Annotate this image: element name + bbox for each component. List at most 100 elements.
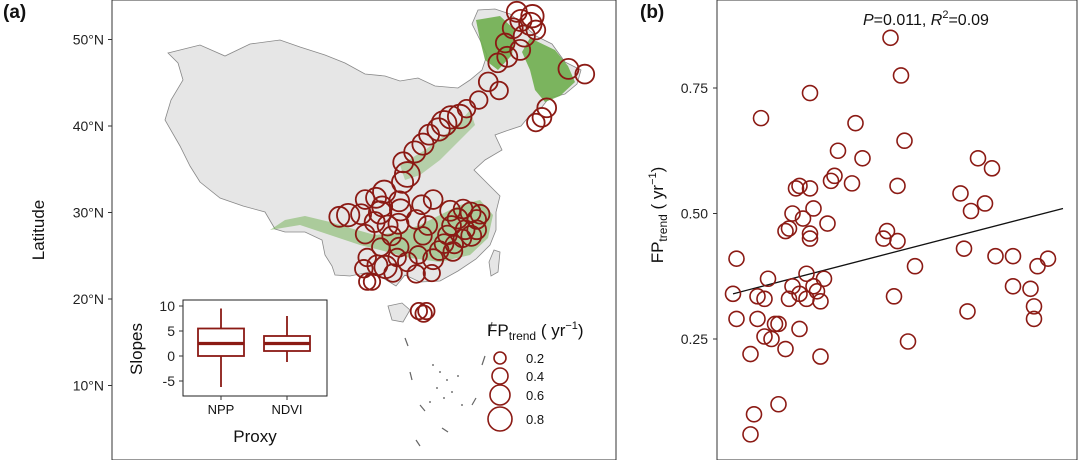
map-site-marker <box>454 219 476 241</box>
map-site-marker <box>413 226 433 246</box>
map-site-marker <box>494 32 516 54</box>
map-site-marker <box>411 132 435 156</box>
size-legend-marker <box>491 367 509 385</box>
map-site-marker <box>466 219 487 241</box>
map-site-marker <box>354 223 376 245</box>
size-legend-label: 0.8 <box>526 412 544 427</box>
map-site-marker <box>417 215 439 236</box>
scatter-point <box>780 290 798 308</box>
map-site-marker <box>509 38 532 61</box>
map-site-marker <box>536 97 558 119</box>
regression-line <box>732 207 1064 295</box>
scatter-point <box>906 257 924 275</box>
scatter-point <box>885 288 903 305</box>
size-legend-marker <box>489 384 511 406</box>
scatter-point <box>742 345 759 363</box>
scatter-point <box>724 285 742 303</box>
map-site-marker <box>489 80 509 101</box>
map-site-marker <box>525 19 547 41</box>
scatter-point <box>829 142 847 160</box>
map-site-marker <box>496 45 519 68</box>
scatter-point <box>749 310 766 328</box>
inset-y-axis-label: Slopes <box>127 323 146 375</box>
scatter-point <box>745 405 763 423</box>
scatter-point <box>1004 247 1022 265</box>
china-map-outline <box>164 8 582 287</box>
scatter-point <box>749 288 766 305</box>
scatter-point <box>854 149 871 167</box>
size-legend-marker <box>487 406 513 432</box>
scatter-point <box>878 222 896 240</box>
size-legend: FPtrend ( yr−1) 0.2 0.4 0.6 0.8 <box>487 320 584 432</box>
scatter-points <box>724 29 1057 443</box>
box-ndvi: NDVI <box>263 316 311 417</box>
latitude-ticks: 50°N 40°N 30°N 20°N 10°N <box>73 32 112 394</box>
scatter-point <box>1029 257 1046 275</box>
scatter-point <box>770 395 787 413</box>
map-site-marker <box>526 112 546 133</box>
scatter-point <box>728 250 745 267</box>
scatter-point <box>801 230 819 247</box>
map-site-marker <box>422 189 444 210</box>
panel-b-label: (b) <box>640 2 664 23</box>
map-site-marker <box>469 203 491 225</box>
map-site-marker <box>408 245 428 265</box>
map-site-marker <box>438 105 463 130</box>
scatter-point <box>889 232 906 250</box>
scatter-point <box>847 114 864 132</box>
map-site-marker <box>376 214 399 237</box>
scatter-point <box>959 303 976 320</box>
scatter-point <box>728 310 745 328</box>
inset-y-ticks: 10 5 0 -5 <box>159 298 183 389</box>
scatter-point <box>815 270 833 288</box>
size-legend-label: 0.6 <box>526 388 544 403</box>
map-site-marker <box>328 205 351 228</box>
hainan-island <box>387 302 411 323</box>
map-site-marker <box>406 264 426 284</box>
map-site-marker <box>512 24 536 48</box>
scatter-point <box>987 247 1004 265</box>
lat-tick-label: 30°N <box>73 205 104 221</box>
inset-tick-label: 5 <box>167 323 175 339</box>
regression-stats: P=0.011, R2=0.09 <box>863 9 989 29</box>
lat-tick-label: 20°N <box>73 291 104 307</box>
scatter-point <box>756 328 773 345</box>
inset-x-tick-label: NPP <box>208 402 235 417</box>
map-site-marker <box>422 263 441 283</box>
map-site-marker <box>405 209 427 230</box>
scatter-point <box>801 180 819 197</box>
lat-tick-label: 10°N <box>73 378 104 394</box>
scatter-point <box>1022 280 1039 298</box>
inset-plot-frame <box>182 299 328 397</box>
fp-tick-label: 0.75 <box>681 80 708 96</box>
map-site-marker <box>354 259 374 279</box>
slopes-inset: Slopes Proxy 10 5 0 -5 NPP NDVI <box>118 285 333 450</box>
map-site-marker <box>381 225 402 247</box>
inset-background <box>118 285 333 450</box>
scatter-point <box>801 84 819 102</box>
size-legend-title: FPtrend ( yr−1) <box>487 320 584 343</box>
fp-tick-label: 0.50 <box>681 206 708 222</box>
map-site-marker <box>387 247 407 268</box>
map-site-marker <box>460 224 483 247</box>
map-site-marker <box>531 107 553 128</box>
panel-a-frame <box>111 0 617 460</box>
taiwan-island <box>488 249 501 277</box>
scatter-point <box>962 202 980 220</box>
lat-tick-label: 50°N <box>73 32 104 48</box>
scatter-point <box>791 320 808 338</box>
map-site-marker <box>518 11 543 37</box>
scatter-point <box>983 160 1001 177</box>
panel-b-frame <box>716 0 1078 460</box>
inset-x-tick-label: NDVI <box>271 402 302 417</box>
scatter-point <box>1004 277 1022 295</box>
inset-boxes: NPP NDVI <box>197 308 311 417</box>
scatter-point <box>882 29 899 47</box>
scatter-point <box>819 215 836 232</box>
scatter-point <box>889 177 906 195</box>
latitude-axis-label: Latitude <box>29 200 48 261</box>
map-site-marker <box>350 203 372 226</box>
scatter-point <box>770 315 787 333</box>
box-npp: NPP <box>197 308 245 417</box>
